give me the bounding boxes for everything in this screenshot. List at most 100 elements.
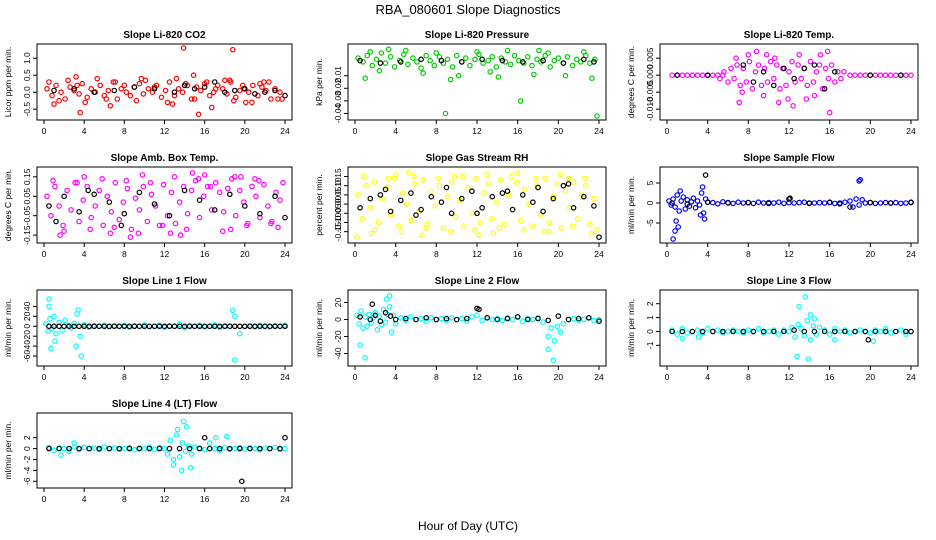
- data-point: [781, 65, 787, 72]
- data-point: [701, 216, 708, 222]
- data-point: [191, 96, 198, 102]
- data-point: [908, 328, 914, 335]
- data-point: [524, 53, 531, 60]
- data-point: [106, 199, 113, 205]
- data-point: [56, 445, 62, 452]
- data-point: [781, 200, 787, 207]
- data-point: [162, 87, 169, 94]
- data-point: [378, 50, 385, 56]
- y-tick-label: 20: [22, 311, 32, 321]
- figure-title: RBA_080601 Slope Diagnostics: [375, 2, 561, 17]
- data-point: [847, 72, 853, 79]
- data-point: [118, 222, 125, 229]
- data-point: [257, 445, 263, 452]
- data-point: [892, 72, 899, 79]
- data-point: [453, 316, 460, 323]
- data-point: [857, 327, 864, 333]
- data-point: [485, 57, 492, 64]
- data-point: [850, 204, 856, 210]
- data-point: [733, 55, 739, 62]
- data-point: [826, 331, 833, 338]
- x-tick-label: 24: [906, 126, 916, 136]
- plot-frame: [36, 43, 293, 121]
- data-point: [872, 200, 879, 207]
- data-point: [362, 75, 369, 82]
- data-point: [52, 338, 58, 345]
- data-point: [66, 445, 72, 452]
- data-point: [61, 445, 67, 452]
- data-point: [763, 51, 770, 58]
- data-point: [534, 56, 540, 63]
- data-point: [191, 86, 198, 92]
- data-point: [795, 62, 801, 68]
- data-point: [514, 314, 521, 320]
- data-point: [164, 451, 171, 457]
- data-point: [857, 72, 864, 79]
- data-point: [761, 65, 768, 72]
- data-point: [908, 199, 914, 206]
- data-point: [565, 175, 572, 182]
- data-point: [136, 445, 143, 452]
- x-tick-label: 20: [240, 494, 250, 504]
- data-point: [479, 205, 485, 211]
- data-point: [408, 217, 414, 224]
- data-point: [410, 55, 416, 61]
- data-point: [494, 316, 501, 323]
- data-point: [187, 464, 194, 471]
- chart-panel-10: Slope Line 4 (LT) Flow 0 4 8 12 16 20 24 -6 -4 -2 0…: [3, 399, 293, 504]
- x-tick-label: 4: [82, 249, 87, 259]
- data-point: [118, 86, 125, 92]
- data-point: [798, 325, 805, 332]
- data-point: [64, 187, 70, 194]
- x-tick-label: 20: [866, 372, 876, 382]
- data-point: [247, 323, 253, 330]
- data-point: [740, 65, 747, 72]
- data-point: [261, 79, 267, 85]
- data-point: [897, 200, 904, 207]
- data-point: [828, 62, 835, 68]
- data-point: [201, 84, 208, 90]
- x-tick-label: 12: [472, 126, 482, 136]
- data-point: [801, 199, 808, 206]
- data-point: [402, 315, 409, 322]
- data-point: [181, 187, 188, 194]
- data-point: [106, 445, 113, 452]
- data-point: [807, 336, 814, 343]
- data-point: [709, 328, 716, 335]
- data-point: [272, 323, 278, 330]
- data-point: [781, 328, 787, 335]
- data-point: [121, 210, 128, 217]
- data-point: [282, 92, 288, 99]
- y-axis-label: kPa per min.: [314, 58, 324, 106]
- data-point: [469, 188, 475, 195]
- y-tick-label: -0.15: [333, 222, 343, 242]
- data-point: [237, 323, 243, 330]
- data-point: [743, 79, 750, 85]
- x-tick-label: 8: [434, 372, 439, 382]
- x-tick-label: 20: [554, 249, 564, 259]
- data-point: [831, 200, 838, 207]
- data-point: [760, 328, 767, 335]
- data-point: [887, 200, 894, 206]
- x-tick-label: 12: [472, 372, 482, 382]
- data-point: [821, 200, 828, 206]
- data-point: [477, 219, 483, 226]
- data-point: [395, 223, 402, 229]
- data-point: [51, 323, 57, 330]
- y-axis-label: ml/min per min.: [3, 421, 13, 479]
- data-point: [206, 92, 213, 99]
- data-point: [62, 317, 68, 324]
- data-point: [545, 50, 552, 56]
- data-point: [444, 56, 451, 63]
- y-tick-label: 0.15: [333, 168, 343, 185]
- data-point: [158, 94, 165, 101]
- data-point: [242, 446, 248, 452]
- data-point: [803, 96, 810, 102]
- data-point: [56, 203, 62, 209]
- data-point: [721, 69, 727, 75]
- data-point: [872, 328, 879, 335]
- data-point: [908, 72, 914, 79]
- y-tick-label: 0.5: [22, 69, 32, 81]
- data-point: [228, 226, 234, 233]
